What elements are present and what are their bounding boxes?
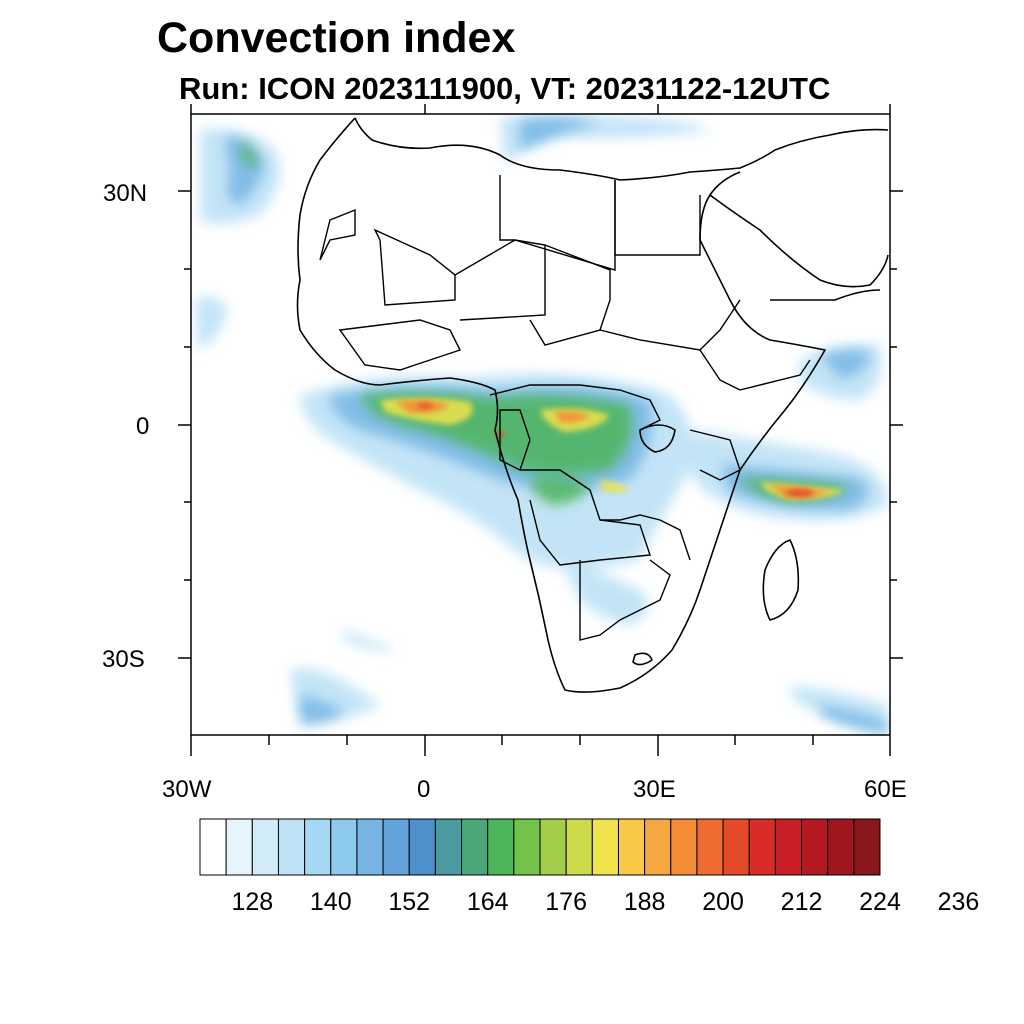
colorbar-label: 164 [466, 888, 509, 916]
colorbar-swatch [461, 818, 489, 876]
colorbar-swatch [304, 818, 332, 876]
country-borders [319, 175, 811, 641]
colorbar-swatch [434, 818, 463, 876]
colorbar-swatch [513, 818, 541, 876]
colorbar-swatch [853, 818, 881, 876]
colorbar-label: 140 [309, 888, 352, 916]
colorbar-swatch [644, 818, 672, 876]
colorbar-swatch [748, 818, 776, 876]
colorbar-swatch [487, 818, 515, 876]
colorbar-label: 176 [545, 888, 587, 916]
colorbar-label: 128 [231, 888, 274, 916]
lat-label-0: 0 [136, 413, 150, 440]
lon-label-0: 0 [417, 776, 431, 803]
chart-title: Convection index [157, 14, 516, 62]
colorbar-swatch [696, 818, 724, 876]
colorbar-swatch [801, 818, 829, 876]
colorbar-swatch [617, 818, 646, 876]
colorbar-label: 212 [780, 888, 823, 916]
coastlines [296, 117, 889, 693]
axis-ticks [178, 104, 903, 756]
colorbar-swatch [225, 818, 253, 876]
lon-label-30e: 30E [633, 776, 676, 803]
colorbar-swatch [277, 818, 306, 876]
colorbar-swatch [251, 818, 279, 876]
colorbar-swatch [539, 818, 567, 876]
colorbar-swatch [330, 818, 358, 876]
colorbar-swatch [774, 818, 803, 876]
colorbar-swatch [356, 818, 384, 876]
colorbar [199, 818, 881, 876]
colorbar-swatch [722, 818, 750, 876]
colorbar-swatch [591, 818, 619, 876]
colorbar-label: 188 [623, 888, 666, 916]
convection-field [195, 115, 889, 735]
colorbar-label: 224 [859, 888, 901, 916]
colorbar-swatch [565, 818, 593, 876]
colorbar-swatch [408, 818, 436, 876]
colorbar-swatch [670, 818, 698, 876]
colorbar-label: 200 [702, 888, 744, 916]
lat-label-30n: 30N [103, 180, 148, 207]
lon-label-30w: 30W [162, 776, 212, 803]
lon-label-60e: 60E [864, 776, 907, 803]
chart-subtitle: Run: ICON 2023111900, VT: 20231122-12UTC [179, 71, 831, 106]
colorbar-swatch [382, 818, 410, 876]
colorbar-label: 152 [388, 888, 431, 916]
colorbar-label: 236 [937, 888, 980, 916]
colorbar-swatch [199, 818, 227, 876]
colorbar-swatch [827, 818, 855, 876]
lat-label-30s: 30S [102, 646, 145, 673]
